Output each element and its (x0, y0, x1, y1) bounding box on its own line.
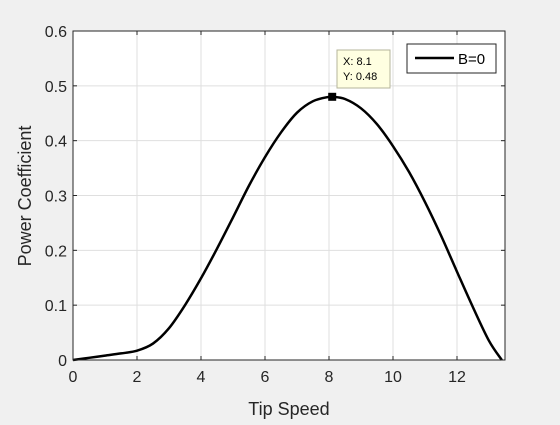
y-tick-label: 0 (58, 353, 67, 370)
x-axis-ticks: 0 2 4 6 8 10 12 (69, 31, 466, 386)
legend-label-b0: B=0 (458, 51, 485, 68)
y-tick-label: 0.5 (45, 79, 67, 96)
datatip-marker[interactable] (328, 92, 337, 101)
datatip-x-label: X: 8.1 (343, 56, 372, 68)
series-line-0 (72, 95, 503, 362)
y-tick-label: 0.4 (45, 134, 67, 151)
datatip-y-label: Y: 0.48 (343, 71, 377, 83)
x-tick-label: 12 (448, 369, 466, 386)
datatip[interactable]: X: 8.1 Y: 0.48 (328, 49, 391, 101)
legend[interactable]: B=0 (406, 43, 497, 74)
y-tick-label: 0.3 (45, 189, 67, 206)
x-tick-label: 2 (133, 369, 142, 386)
x-tick-label: 0 (69, 369, 78, 386)
x-tick-label: 8 (325, 369, 334, 386)
x-tick-label: 4 (197, 369, 206, 386)
y-axis-label: Power Coefficient (15, 126, 35, 267)
y-tick-label: 0.1 (45, 298, 67, 315)
datatip-box[interactable] (336, 49, 391, 89)
y-axis-ticks: 0 0.1 0.2 0.3 0.4 0.5 0.6 (45, 24, 505, 370)
y-tick-label: 0.6 (45, 24, 67, 41)
x-axis-label: Tip Speed (248, 399, 329, 419)
y-tick-label: 0.2 (45, 243, 67, 260)
x-tick-label: 6 (261, 369, 270, 386)
x-tick-label: 10 (384, 369, 402, 386)
series-layer (72, 95, 503, 362)
